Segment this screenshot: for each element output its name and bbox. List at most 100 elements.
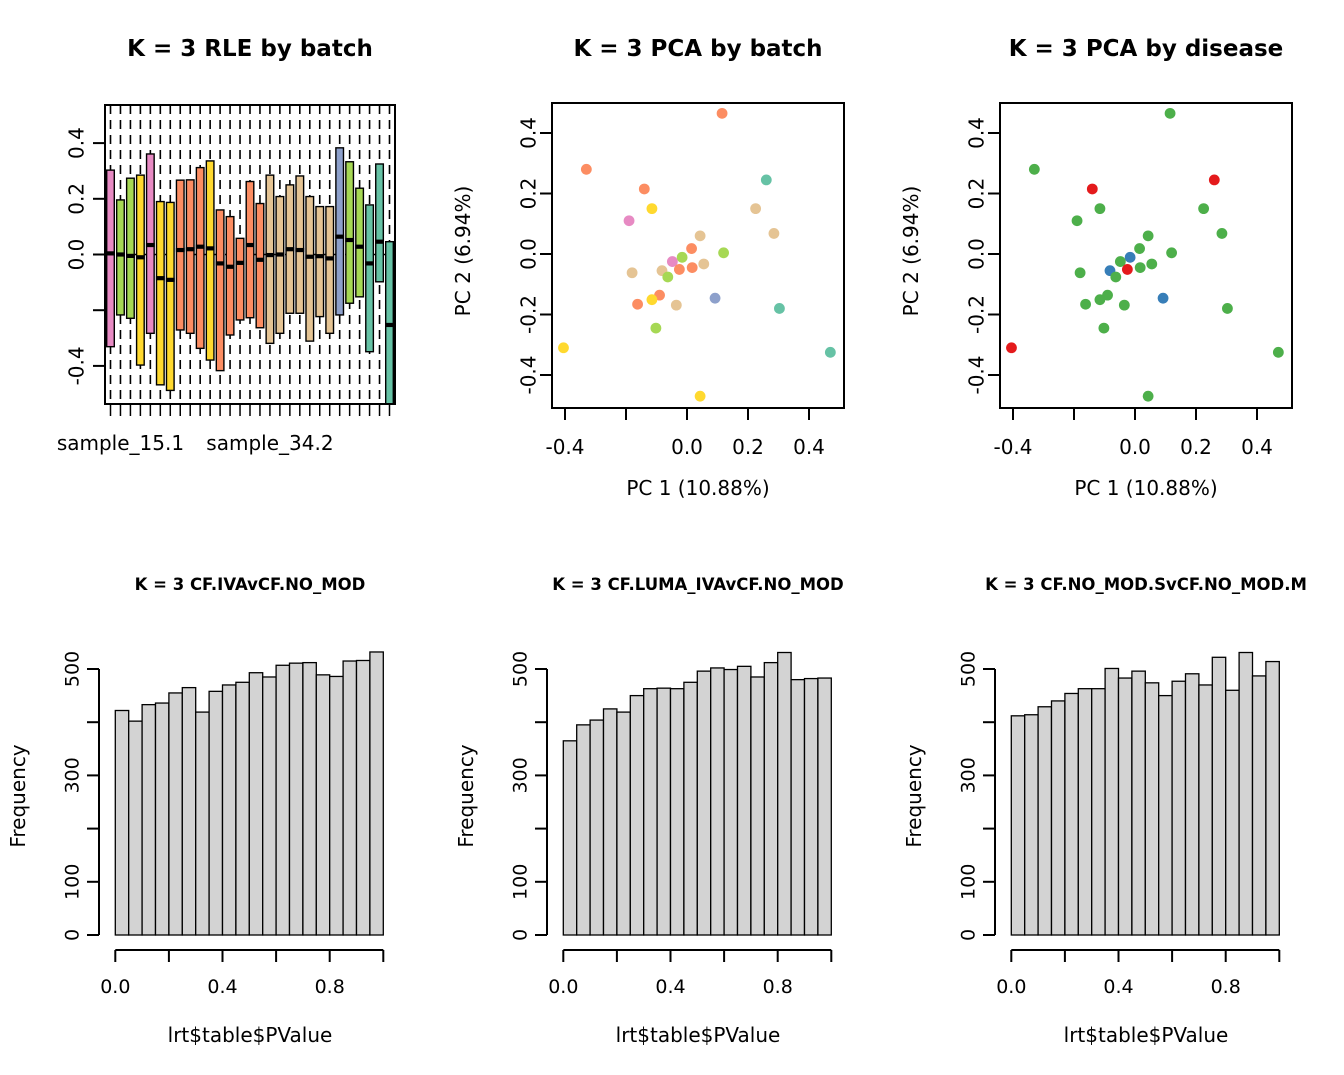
data-point — [646, 294, 658, 306]
hist-bar — [355, 659, 371, 936]
hist-bar — [1064, 692, 1079, 936]
hist-bar — [1144, 682, 1160, 936]
box — [365, 204, 375, 353]
chart-title: K = 3 CF.IVAvCF.NO_MOD — [134, 575, 366, 594]
hist-bars — [114, 651, 384, 936]
plot-border — [551, 102, 845, 409]
data-point — [694, 230, 706, 242]
hist-bar — [262, 676, 277, 936]
y-tick-label: 0.0 — [517, 238, 541, 270]
data-point — [774, 303, 785, 314]
data-point — [1071, 215, 1083, 227]
y-tick-label: 0 — [510, 929, 532, 941]
y-tick-label: 300 — [510, 757, 532, 793]
box — [215, 209, 225, 372]
median-line — [165, 277, 175, 282]
hist-bar — [329, 675, 344, 936]
hist-bar — [1037, 706, 1053, 936]
hist-bar — [710, 667, 725, 936]
hist-bar — [168, 692, 183, 936]
median-line — [255, 257, 265, 262]
data-point — [709, 292, 721, 304]
data-point — [718, 247, 729, 259]
hist-bar — [723, 668, 739, 936]
median-line — [315, 254, 325, 259]
hist-bar — [777, 651, 792, 936]
x-tick-label: 0.0 — [1119, 435, 1151, 459]
hist-bar — [803, 677, 819, 936]
hist-bar — [683, 681, 698, 936]
box — [205, 160, 215, 361]
x-tick-label: sample_34.2 — [206, 431, 333, 455]
data-point — [1094, 294, 1106, 306]
data-point — [1142, 390, 1154, 402]
data-point — [1142, 230, 1154, 242]
y-tick-label: 500 — [62, 651, 84, 687]
box — [115, 199, 125, 316]
data-point — [646, 203, 658, 215]
panel-hist-cf-luma-iva: K = 3 CF.LUMA_IVAvCF.NO_MOD 0 100 300 500 0.… — [448, 537, 896, 1075]
x-tick-label: 0.0 — [100, 976, 130, 998]
box — [175, 179, 185, 331]
median-line — [325, 256, 335, 261]
pca-batch-scatter: -0.4 0.0 0.2 0.4 0.4 0.2 0.0 -0.2 -0.4 — [517, 102, 845, 459]
y-tick-label: 300 — [62, 757, 84, 793]
panel-rle-by-batch: K = 3 RLE by batch sample_15.1 sample_34.… — [0, 0, 448, 537]
data-point — [1272, 346, 1284, 358]
x-tick-label: -0.4 — [993, 435, 1032, 459]
panel-pca-by-disease: K = 3 PCA by disease -0.4 0.0 0.2 0.4 0.4 0.2… — [896, 0, 1344, 537]
median-line — [175, 247, 185, 253]
hist-bar — [128, 720, 143, 936]
hist-bar — [1158, 694, 1173, 936]
median-line — [365, 261, 374, 266]
x-axis-title: lrt$table$PValue — [1063, 1023, 1229, 1047]
box — [315, 205, 325, 318]
panel-pca-by-batch: K = 3 PCA by batch -0.4 0.0 0.2 0.4 0.4 0.2 0.… — [448, 0, 896, 537]
median-line — [106, 251, 115, 256]
data-point — [686, 243, 697, 254]
hist-bar — [1225, 689, 1240, 936]
data-point — [1098, 322, 1110, 334]
median-line — [155, 276, 165, 281]
chart-title: K = 3 PCA by disease — [1008, 36, 1284, 62]
y-axis-title: Frequency — [6, 744, 30, 848]
panel-hist-cf-no-mod: K = 3 CF.NO_MOD.SvCF.NO_MOD.M 0 100 300 500… — [896, 537, 1344, 1075]
hist-bar — [1265, 660, 1280, 936]
median-line — [385, 322, 394, 328]
median-line — [225, 264, 235, 269]
hist-bar — [369, 651, 384, 936]
hist-bar — [656, 687, 672, 936]
hist-bar — [1010, 715, 1026, 936]
y-tick-label: -0.4 — [965, 355, 989, 394]
x-axis-title: lrt$table$PValue — [615, 1023, 781, 1047]
hist-bar — [1198, 684, 1213, 936]
data-point — [698, 258, 710, 270]
data-point — [1086, 183, 1098, 195]
data-point — [1118, 299, 1130, 311]
box — [135, 174, 145, 366]
box — [335, 147, 345, 316]
hist-bar — [1077, 688, 1093, 936]
x-tick-label: 0.4 — [207, 976, 237, 998]
data-point — [1216, 228, 1228, 239]
hist-bar — [275, 664, 291, 936]
hist-bar — [195, 711, 210, 936]
box — [105, 169, 115, 348]
hist-bars — [562, 651, 832, 936]
x-tick-label: 0.4 — [793, 435, 825, 459]
box — [305, 195, 315, 342]
data-point — [1134, 262, 1146, 274]
y-tick-label: 100 — [510, 864, 532, 900]
y-tick-label: -0.2 — [517, 295, 541, 334]
x-tick-label: 0.4 — [655, 976, 685, 998]
median-line — [126, 253, 135, 258]
scatter-points — [558, 107, 836, 402]
box — [265, 174, 275, 345]
y-axis-title: Frequency — [902, 744, 926, 848]
median-line — [355, 244, 365, 249]
x-tick-label: sample_15.1 — [57, 431, 184, 455]
data-point — [750, 203, 762, 215]
x-tick-label: 0.0 — [996, 976, 1026, 998]
box — [275, 195, 285, 335]
hist-bar — [562, 740, 578, 936]
